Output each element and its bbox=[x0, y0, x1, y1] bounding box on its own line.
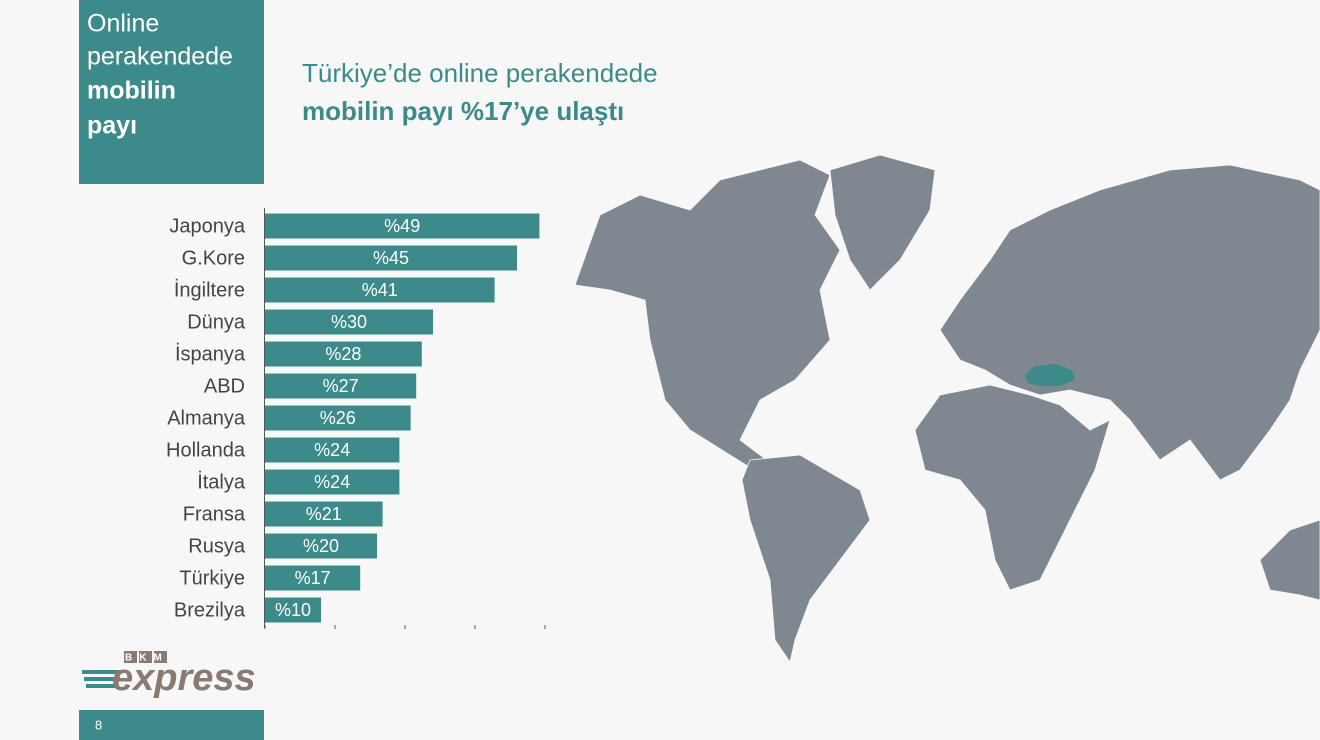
category-label: Rusya bbox=[188, 535, 246, 557]
sidebar-line: mobilin bbox=[87, 77, 176, 105]
logo-tile bbox=[139, 651, 152, 663]
category-label: Dünya bbox=[187, 311, 246, 333]
bar bbox=[265, 565, 361, 591]
sidebar-line: Online bbox=[87, 10, 159, 38]
value-label: %30 bbox=[331, 312, 367, 332]
value-label: %26 bbox=[320, 408, 356, 428]
bar bbox=[265, 213, 540, 239]
category-label: Türkiye bbox=[179, 567, 245, 589]
logo-tile bbox=[154, 651, 167, 663]
logo: BKM express bbox=[82, 651, 256, 699]
category-label: İspanya bbox=[175, 342, 246, 365]
category-label: ABD bbox=[204, 375, 245, 397]
sidebar-line: payı bbox=[87, 112, 137, 140]
value-label: %27 bbox=[323, 376, 359, 396]
category-label: Hollanda bbox=[166, 439, 246, 461]
category-label: İngiltere bbox=[174, 278, 245, 301]
headline: mobilin payı %17’ye ulaştı bbox=[302, 96, 624, 126]
value-label: %20 bbox=[303, 536, 339, 556]
page-number: 8 bbox=[95, 717, 102, 732]
value-label: %10 bbox=[275, 600, 311, 620]
headline: Türkiye’de online perakendede bbox=[302, 58, 658, 88]
sidebar-line: perakendede bbox=[87, 43, 233, 71]
value-label: %41 bbox=[362, 280, 398, 300]
category-label: Brezilya bbox=[174, 599, 246, 621]
value-label: %24 bbox=[314, 440, 350, 460]
logo-brand: BKM bbox=[125, 653, 169, 664]
bar bbox=[265, 501, 383, 527]
category-label: Almanya bbox=[167, 407, 246, 429]
bar bbox=[265, 309, 433, 335]
value-label: %24 bbox=[314, 472, 350, 492]
category-label: G.Kore bbox=[182, 247, 245, 269]
value-label: %21 bbox=[306, 504, 342, 524]
value-label: %17 bbox=[295, 568, 331, 588]
turkey-highlight bbox=[1025, 364, 1075, 386]
bar bbox=[265, 469, 400, 495]
value-label: %45 bbox=[373, 248, 409, 268]
bar bbox=[265, 373, 417, 399]
sidebar-box bbox=[79, 0, 264, 184]
logo-speed-lines bbox=[82, 670, 122, 688]
bar bbox=[265, 341, 422, 367]
category-label: İtalya bbox=[197, 470, 246, 493]
logo-tile bbox=[124, 651, 137, 663]
bar bbox=[265, 437, 400, 463]
category-label: Japonya bbox=[169, 215, 245, 237]
bar bbox=[265, 533, 377, 559]
category-label: Fransa bbox=[183, 503, 246, 525]
bar bbox=[265, 405, 411, 431]
value-label: %49 bbox=[384, 216, 420, 236]
bar bbox=[265, 245, 517, 271]
bar bbox=[265, 277, 495, 303]
footer-bar bbox=[79, 710, 264, 740]
logo-name: express bbox=[112, 657, 256, 699]
world-map bbox=[574, 154, 1320, 663]
value-label: %28 bbox=[325, 344, 361, 364]
bar bbox=[265, 597, 321, 623]
